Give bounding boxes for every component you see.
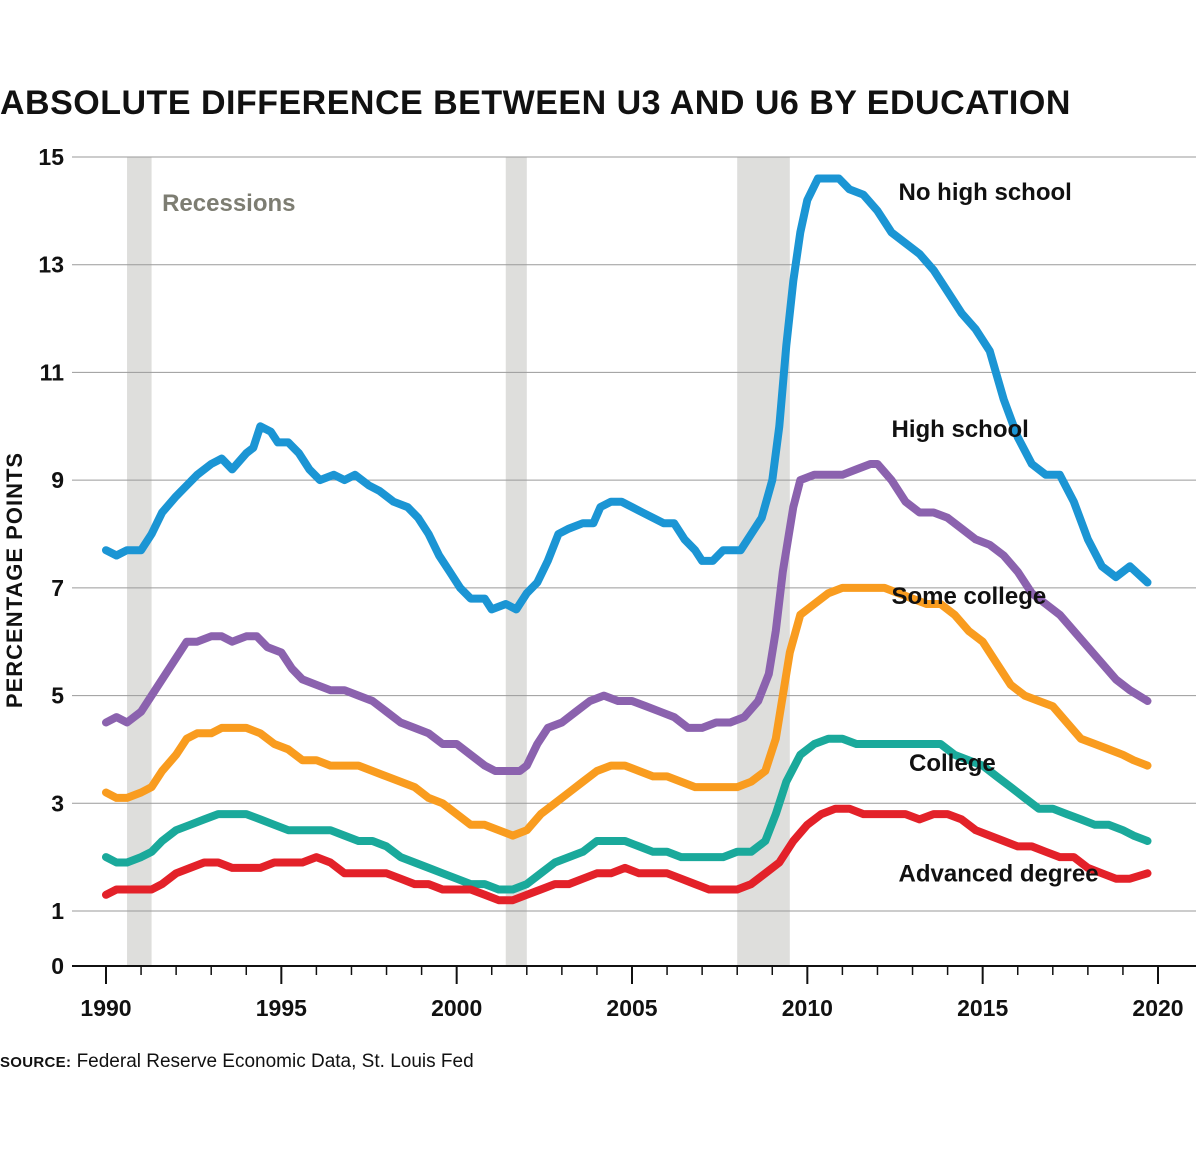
series-line-some-college (102, 583, 1152, 840)
y-tick-label-1: 1 (51, 898, 64, 924)
y-tick-label-15: 15 (38, 144, 64, 170)
y-tick-label-0: 0 (51, 953, 64, 979)
series-line-college (102, 734, 1152, 894)
x-tick-label-2020: 2020 (1132, 995, 1183, 1021)
series-label-advanced-degree: Advanced degree (899, 860, 1099, 887)
x-tick-label-2015: 2015 (957, 995, 1008, 1021)
recession-bands: Recessions (127, 157, 790, 966)
series-labels: No high school High school Some college Col… (891, 179, 1098, 887)
y-tick-label-5: 5 (51, 683, 64, 709)
recession-band-1 (127, 157, 152, 966)
chart-title: ABSOLUTE DIFFERENCE BETWEEN U3 AND U6 BY… (0, 84, 1071, 122)
y-tick-label-13: 13 (38, 252, 64, 278)
x-tick-label-2005: 2005 (606, 995, 657, 1021)
x-tick-label-2010: 2010 (782, 995, 833, 1021)
y-tick-label-7: 7 (51, 575, 64, 601)
y-tick-label-9: 9 (51, 467, 64, 493)
recession-band-2 (505, 157, 527, 966)
series-line-high-school (102, 460, 1152, 775)
x-tick-label-1990: 1990 (80, 995, 131, 1021)
y-tick-label-3: 3 (51, 790, 64, 816)
y-tick-label-11: 11 (40, 359, 65, 385)
series-label-college: College (909, 750, 996, 777)
recessions-label: Recessions (162, 190, 295, 217)
y-axis-title: PERCENTAGE POINTS (2, 452, 27, 708)
source-text: Federal Reserve Economic Data, St. Louis… (76, 1051, 474, 1072)
x-tick-label-1995: 1995 (256, 995, 307, 1021)
series-line-advanced-degree (102, 804, 1152, 905)
series-line-no-high-school (102, 174, 1152, 614)
x-tick-label-2000: 2000 (431, 995, 482, 1021)
source-note: SOURCE: Federal Reserve Economic Data, S… (0, 1051, 474, 1073)
series-label-some-college: Some college (891, 583, 1046, 610)
series-label-high-school: High school (891, 416, 1028, 443)
series-lines (102, 174, 1152, 905)
series-label-no-high-school: No high school (899, 179, 1072, 206)
source-label: SOURCE: (0, 1054, 72, 1071)
gridlines (72, 156, 1196, 912)
